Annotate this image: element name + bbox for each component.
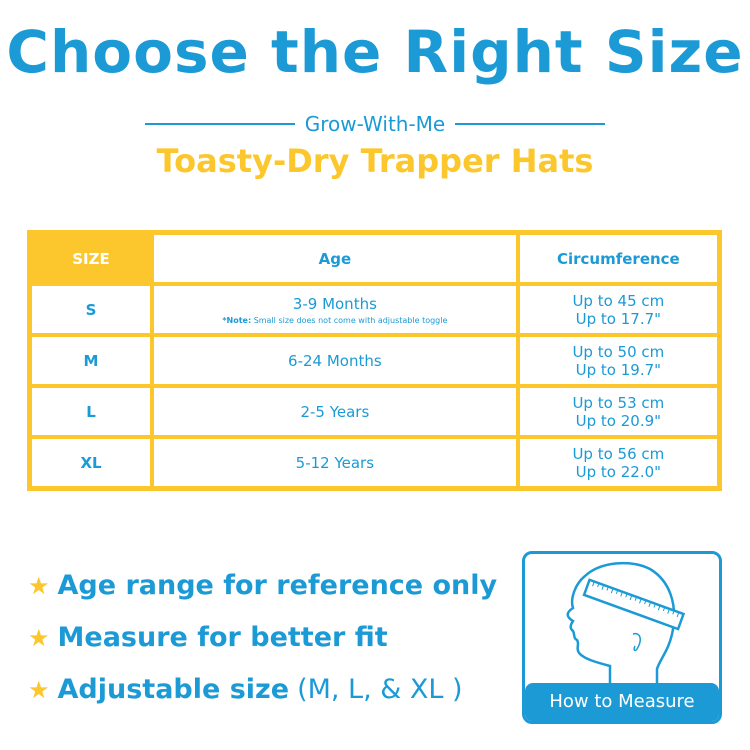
cm: Up to 53 cm [572, 393, 665, 412]
age-cell: 5-12 Years [154, 439, 516, 486]
bullet-text: Adjustable size [57, 674, 290, 705]
note-label: *Note: [222, 315, 252, 325]
bullet: ★ Adjustable size (M, L, & XL ) [28, 674, 463, 705]
circumference-cell: Up to 56 cm Up to 22.0" [519, 439, 717, 486]
cm: Up to 45 cm [572, 291, 665, 310]
divider [145, 123, 295, 125]
circumference-cell: Up to 53 cm Up to 20.9" [519, 388, 717, 435]
table-row: L 2-5 Years Up to 53 cm Up to 20.9" [32, 388, 717, 435]
header-age: Age [154, 235, 516, 282]
table-row: XL 5-12 Years Up to 56 cm Up to 22.0" [32, 439, 717, 486]
header-size: SIZE [32, 235, 150, 282]
inches: Up to 17.7" [575, 309, 662, 328]
size-cell: L [32, 388, 150, 435]
note: *Note: Small size does not come with adj… [154, 316, 516, 325]
size-cell: M [32, 337, 150, 384]
inches: Up to 19.7" [575, 360, 662, 379]
size-table: SIZE Age Circumference S 3-9 Months *Note… [27, 230, 722, 491]
circumference-cell: Up to 45 cm Up to 17.7" [519, 286, 717, 333]
how-to-measure-card: How to Measure [522, 551, 722, 724]
age-cell: 6-24 Months [154, 337, 516, 384]
size-cell: S [32, 286, 150, 333]
circumference-cell: Up to 50 cm Up to 19.7" [519, 337, 717, 384]
age-cell: 3-9 Months *Note: Small size does not com… [154, 286, 516, 333]
header-circumference: Circumference [519, 235, 717, 282]
star-icon: ★ [28, 675, 50, 704]
subtitle-text: Grow-With-Me [304, 112, 446, 136]
page-title: Choose the Right Size [6, 18, 744, 86]
product-name: Toasty-Dry Trapper Hats [156, 142, 594, 180]
star-icon: ★ [28, 623, 50, 652]
bullet-suffix: (M, L, & XL ) [297, 674, 463, 705]
bullet-text: Measure for better fit [57, 622, 388, 653]
head-measure-icon [566, 561, 686, 684]
bullet: ★ Measure for better fit [28, 622, 388, 653]
table-row: S 3-9 Months *Note: Small size does not c… [32, 286, 717, 333]
how-to-measure-label: How to Measure [525, 683, 719, 721]
table-header: SIZE Age Circumference [32, 235, 717, 282]
subtitle: Grow-With-Me [145, 112, 605, 136]
table-row: M 6-24 Months Up to 50 cm Up to 19.7" [32, 337, 717, 384]
cm: Up to 56 cm [572, 444, 665, 463]
bullet: ★ Age range for reference only [28, 570, 497, 601]
cm: Up to 50 cm [572, 342, 665, 361]
age-text: 3-9 Months [292, 294, 377, 313]
bullet-text: Age range for reference only [57, 570, 498, 601]
divider [455, 123, 605, 125]
age-cell: 2-5 Years [154, 388, 516, 435]
size-cell: XL [32, 439, 150, 486]
star-icon: ★ [28, 571, 50, 600]
inches: Up to 20.9" [575, 411, 662, 430]
inches: Up to 22.0" [575, 462, 662, 481]
note-text: Small size does not come with adjustable… [253, 315, 448, 325]
